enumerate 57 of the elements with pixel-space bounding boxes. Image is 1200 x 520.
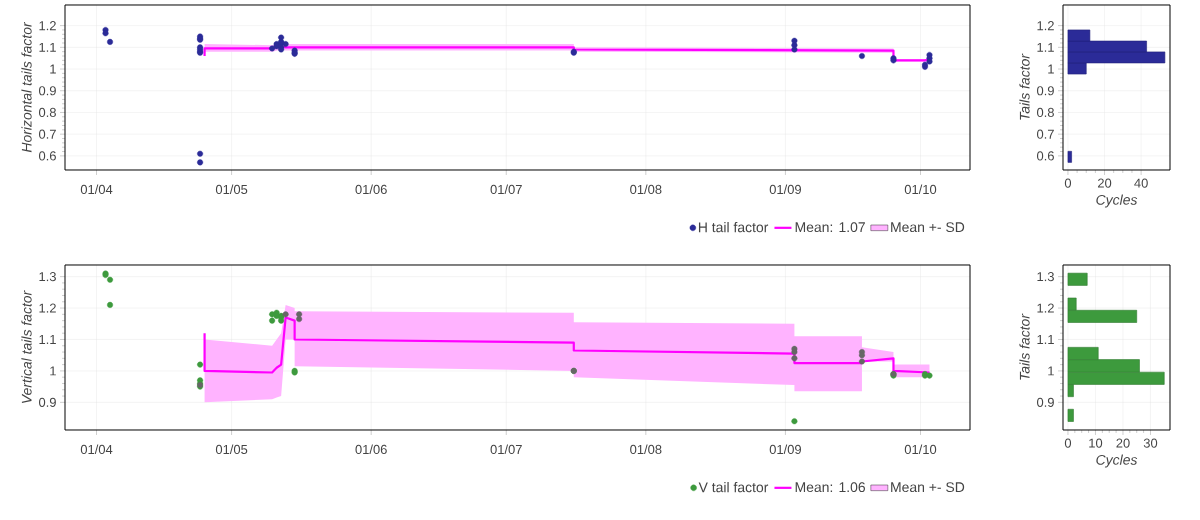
y-axis-title: Vertical tails factor [21,290,32,404]
x-tick-label: 01/04 [80,444,113,455]
x-axis-title: Cycles [1096,454,1138,468]
y-tick-label: 1.1 [1037,42,1054,52]
y-tick-label: 0.8 [1036,107,1054,118]
x-tick-label: 30 [1143,438,1158,448]
legend-label: Mean: 1.07 [795,222,865,233]
x-tick-label: 01/09 [769,184,801,195]
x-tick-label: 20 [1097,178,1112,188]
y-tick-label: 1.3 [39,272,56,282]
y-tick-label: 1 [1048,64,1054,74]
x-tick-label: 0 [1064,178,1072,188]
y-axis-title: Tails factor [1019,313,1030,380]
x-tick-label: 10 [1089,438,1103,448]
x-tick-label: 01/05 [215,184,248,195]
y-tick-label: 1.2 [1037,303,1054,313]
legend-label: Mean +- SD [891,222,965,233]
x-tick-label: 0 [1064,438,1072,448]
x-tick-label: 20 [1116,438,1130,448]
legend-label: Mean +- SD [891,482,965,493]
x-tick-label: 01/08 [630,444,662,455]
y-tick-label: 1 [50,366,56,376]
y-tick-label: 1.1 [39,335,56,344]
y-tick-label: 1 [50,64,56,74]
y-tick-label: 0.9 [1036,86,1054,96]
y-tick-label: 0.9 [38,397,56,407]
x-tick-label: 01/10 [904,444,937,455]
x-axis-title: Cycles [1096,194,1138,208]
y-tick-label: 1.1 [1037,335,1054,344]
x-tick-label: 01/04 [80,184,113,195]
y-tick-label: 0.6 [1036,151,1054,161]
x-tick-label: 01/09 [769,444,801,455]
y-tick-label: 0.8 [38,107,56,118]
x-tick-label: 40 [1134,178,1148,188]
x-tick-label: 01/05 [215,444,248,455]
y-tick-label: 0.9 [38,86,56,96]
y-tick-label: 1 [1048,366,1054,376]
x-tick-label: 01/06 [355,444,387,455]
legend-label: Mean: 1.06 [795,482,865,493]
x-tick-label: 01/08 [630,184,662,195]
y-tick-label: 0.7 [1036,129,1054,139]
y-axis-title: Tails factor [1019,53,1030,120]
y-tick-label: 0.9 [1036,397,1054,407]
y-tick-label: 1.2 [1037,21,1054,31]
legend-label: H tail factor [698,222,769,233]
x-tick-label: 01/10 [904,184,937,195]
y-tick-label: 1.1 [39,42,56,52]
y-tick-label: 1.2 [39,21,56,31]
y-tick-label: 0.6 [38,151,56,161]
y-tick-label: 1.3 [1037,272,1054,282]
legend-label: V tail factor [698,482,769,493]
y-tick-label: 0.7 [38,129,56,139]
y-axis-title: Horizontal tails factor [21,21,32,153]
y-tick-label: 1.2 [39,303,56,313]
x-tick-label: 01/07 [490,444,522,455]
x-tick-label: 01/06 [355,184,387,195]
x-tick-label: 01/07 [490,184,522,195]
